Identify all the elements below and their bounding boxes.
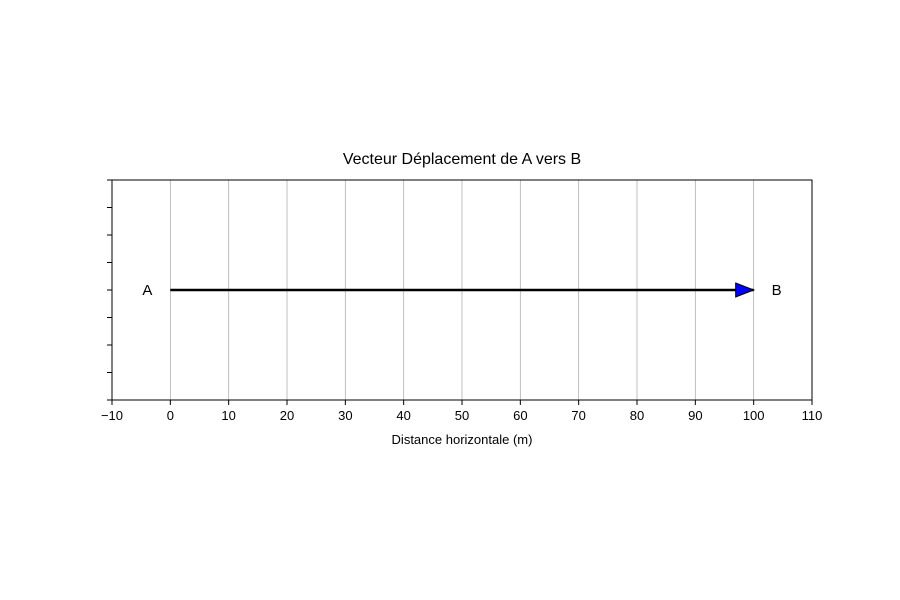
x-axis-label: Distance horizontale (m)	[392, 432, 533, 447]
point-label-b: B	[772, 282, 782, 299]
x-tick-label: 40	[396, 408, 410, 423]
x-tick-label: 80	[630, 408, 644, 423]
chart-container: { "chart": { "type": "vector", "title": …	[0, 0, 900, 600]
x-tick-label: 0	[167, 408, 174, 423]
x-tick-label: 10	[221, 408, 235, 423]
x-tick-label: 20	[280, 408, 294, 423]
x-tick-label: 90	[688, 408, 702, 423]
x-tick-label: 30	[338, 408, 352, 423]
point-label-a: A	[142, 282, 152, 299]
chart-title: Vecteur Déplacement de A vers B	[343, 151, 581, 168]
x-tick-label: 110	[802, 408, 823, 423]
x-tick-label: 100	[743, 408, 765, 423]
x-tick-label: 70	[571, 408, 585, 423]
x-tick-label: 60	[513, 408, 527, 423]
x-tick-label: −10	[101, 408, 123, 423]
vector-chart: −10 0 10 20 30 40 50 60 70 80 90 100 110 A B Vecteur Dé…	[0, 0, 900, 600]
x-tick-label: 50	[455, 408, 469, 423]
